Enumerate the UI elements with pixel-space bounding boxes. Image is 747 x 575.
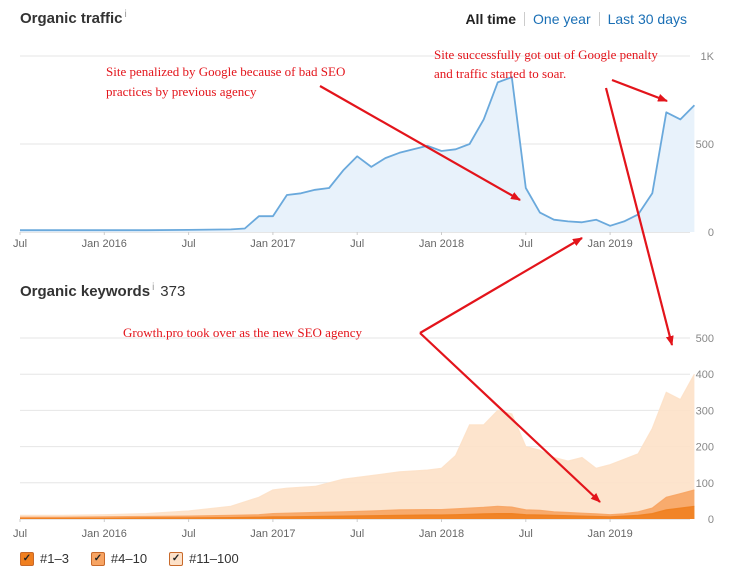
keywords-line-series <box>20 489 695 518</box>
annotation-arrow <box>611 78 668 103</box>
annotation-arrow <box>419 237 583 334</box>
traffic-x-tick-label: Jul <box>350 238 364 250</box>
annotation-text: practices by previous agency <box>106 84 257 99</box>
keywords-y-tick-label: 400 <box>696 369 714 381</box>
annotation-arrow <box>319 85 521 201</box>
info-icon[interactable]: i <box>152 282 155 293</box>
traffic-y-tick-label: 1K <box>701 51 715 63</box>
keywords-title-text: Organic keywords <box>20 283 151 300</box>
time-range-tabs: All time One year Last 30 days <box>457 11 695 27</box>
traffic-x-tick-label: Jul <box>519 238 533 250</box>
traffic-x-tick-label: Jan 2019 <box>587 238 632 250</box>
traffic-x-tick-label: Jan 2017 <box>250 238 295 250</box>
legend-item-top10[interactable]: ✓ #4–10 <box>90 551 148 566</box>
keywords-line-series <box>20 373 695 516</box>
keywords-count: 373 <box>160 283 186 300</box>
info-icon[interactable]: i <box>124 9 127 20</box>
traffic-y-tick-label: 500 <box>696 139 714 151</box>
legend-label: #11–100 <box>189 551 239 566</box>
traffic-line <box>20 76 696 232</box>
annotation-text: Site penalized by Google because of bad … <box>106 64 345 79</box>
checkbox-icon[interactable]: ✓ <box>169 551 184 566</box>
keywords-x-tick-label: Jan 2018 <box>419 528 464 540</box>
organic-traffic-title: Organic traffic i <box>20 9 127 27</box>
traffic-area <box>20 77 695 232</box>
traffic-x-tick-label: Jan 2016 <box>82 238 127 250</box>
checkbox-icon[interactable]: ✓ <box>20 551 34 566</box>
keywords-y-tick-label: 200 <box>696 442 714 454</box>
checkbox-icon[interactable]: ✓ <box>90 551 105 566</box>
traffic-x-tick-label: Jul <box>182 238 196 250</box>
organic-keywords-title: Organic keywords i 373 <box>20 282 185 300</box>
keywords-x-tick-label: Jul <box>182 528 196 540</box>
traffic-x-tick-label: Jan 2018 <box>419 238 464 250</box>
traffic-title-text: Organic traffic <box>20 10 123 27</box>
keywords-y-tick-label: 100 <box>696 478 714 490</box>
traffic-y-tick-label: 0 <box>708 227 714 239</box>
keywords-area-series <box>20 374 695 519</box>
tab-all-time[interactable]: All time <box>465 11 517 27</box>
annotation-arrow <box>604 87 674 346</box>
keywords-x-tick-label: Jan 2019 <box>587 528 632 540</box>
keywords-x-tick-label: Jul <box>350 528 364 540</box>
legend-label: #1–3 <box>40 551 69 566</box>
keywords-x-tick-label: Jan 2016 <box>82 528 127 540</box>
tab-one-year[interactable]: One year <box>533 11 591 27</box>
tab-divider <box>524 12 526 26</box>
keywords-area-series <box>20 490 695 519</box>
traffic-x-tick-label: Jul <box>13 238 27 250</box>
legend-item-top3[interactable]: ✓ #1–3 <box>20 551 69 566</box>
annotation-text: Growth.pro took over as the new SEO agen… <box>123 325 362 340</box>
legend-item-top100[interactable]: ✓ #11–100 <box>169 551 239 566</box>
tab-last-30-days[interactable]: Last 30 days <box>607 11 687 27</box>
annotation-text: Site successfully got out of Google pena… <box>434 47 658 62</box>
keywords-x-tick-label: Jan 2017 <box>250 528 295 540</box>
keywords-x-tick-label: Jul <box>13 528 27 540</box>
keywords-area-series <box>20 506 695 519</box>
keywords-line-series <box>20 505 695 519</box>
keywords-y-tick-label: 300 <box>696 405 714 417</box>
keywords-y-tick-label: 500 <box>696 333 714 345</box>
annotation-arrow <box>419 332 601 503</box>
annotation-text: and traffic started to soar. <box>434 66 566 81</box>
keywords-x-tick-label: Jul <box>519 528 533 540</box>
keywords-y-tick-label: 0 <box>708 514 714 526</box>
legend-label: #4–10 <box>110 551 148 566</box>
tab-divider <box>598 12 600 26</box>
keywords-legend: ✓ #1–3 ✓ #4–10 ✓ #11–100 <box>20 551 239 566</box>
